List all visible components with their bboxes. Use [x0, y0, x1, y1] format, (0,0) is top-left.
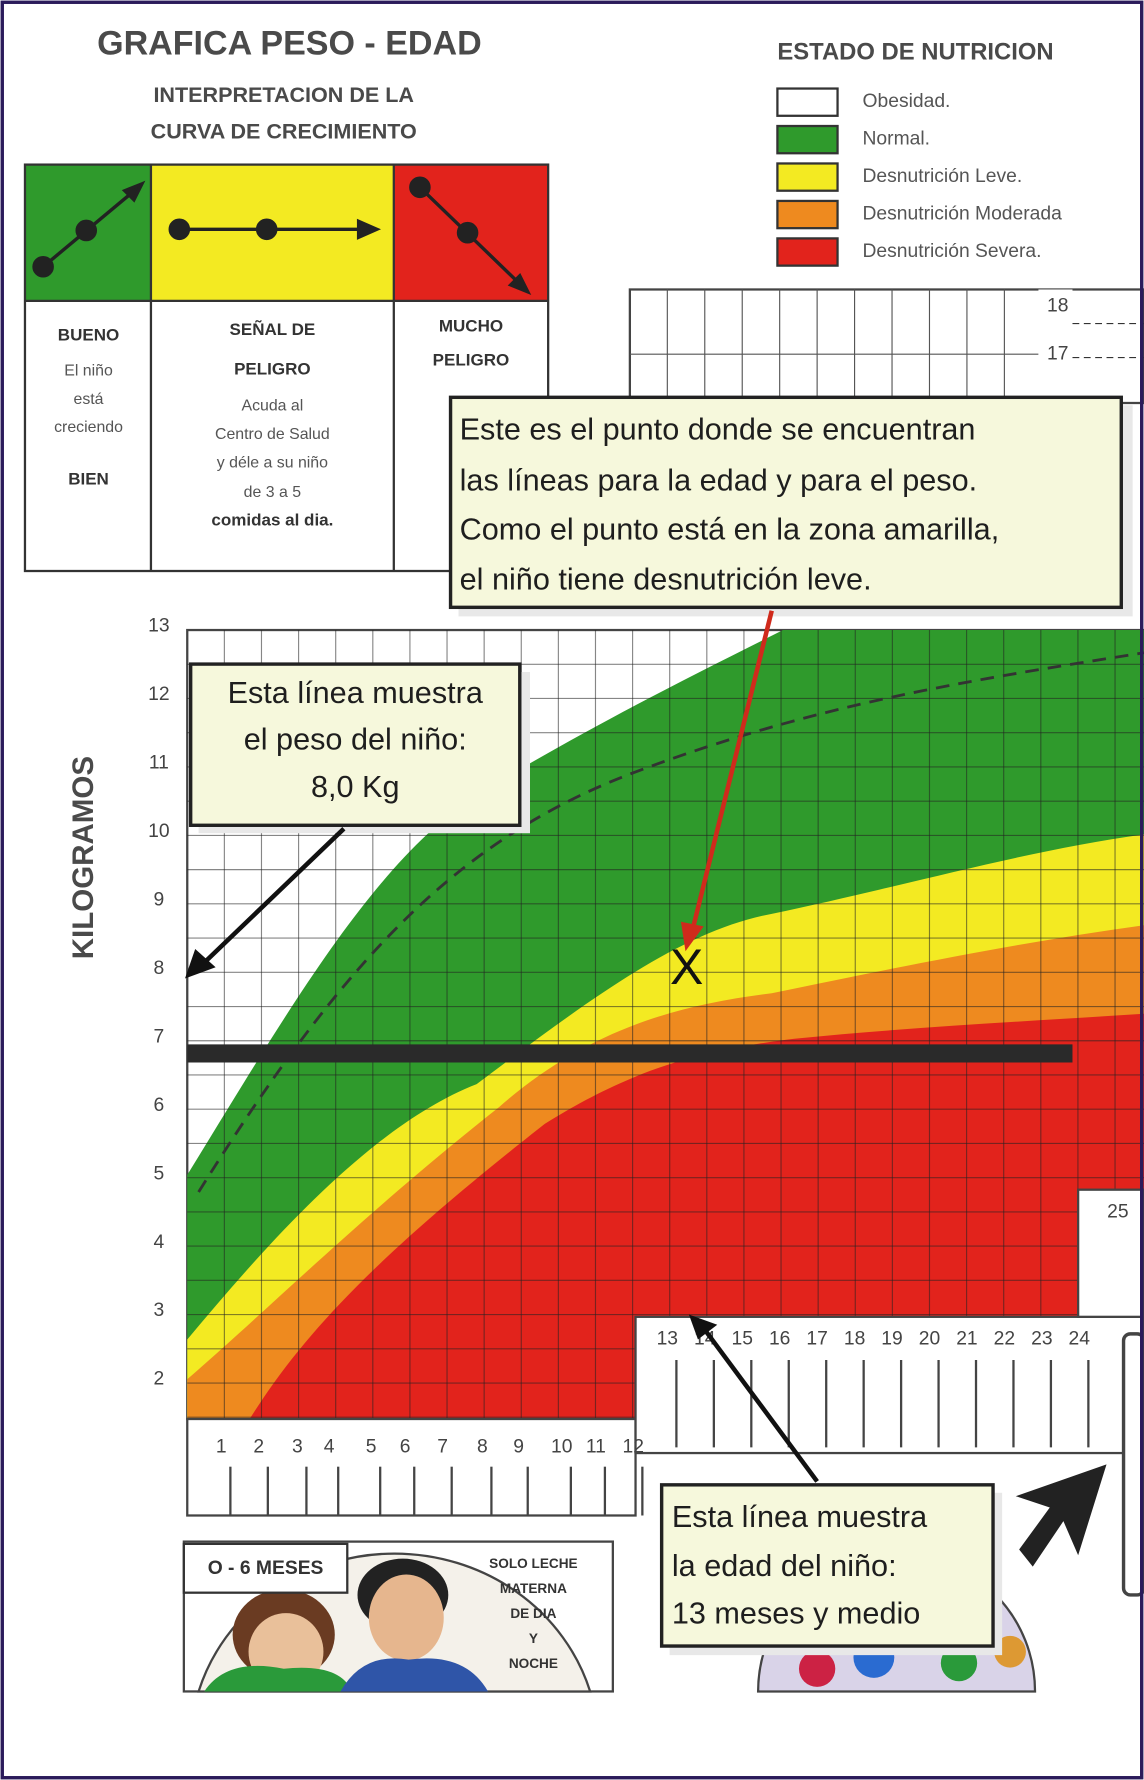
scale-label: 25 [1107, 1201, 1128, 1222]
badge: O - 6 MESES [208, 1558, 324, 1579]
callout-text: el niño tiene desnutrición leve. [460, 562, 872, 596]
age-tick-label: 11 [586, 1436, 606, 1457]
age-tick-label: 15 [731, 1329, 752, 1350]
note-text: DE DIA [510, 1606, 556, 1621]
callout-point [448, 395, 1123, 610]
y-tick-label: 13 [148, 616, 169, 637]
y-tick-label: 9 [154, 890, 165, 911]
cell-text: de 3 a 5 [244, 484, 302, 501]
subtitle: CURVA DE CRECIMIENTO [151, 119, 417, 144]
age-tick-label: 10 [551, 1436, 572, 1457]
y-tick-label: 2 [154, 1369, 165, 1390]
callout-text: las líneas para la edad y para el peso. [460, 464, 977, 498]
callout-age [659, 1483, 995, 1648]
title: GRAFICA PESO - EDAD [97, 24, 482, 62]
age-tick-label: 18 [844, 1329, 865, 1350]
y-tick-label: 11 [149, 753, 169, 774]
age-tick-label: 4 [324, 1436, 335, 1457]
age-tick-label: 12 [623, 1436, 644, 1457]
callout-text: Este es el punto donde se encuentran [460, 412, 976, 446]
note-text: MATERNA [500, 1581, 567, 1596]
note-text: NOCHE [509, 1656, 558, 1671]
callout-text: 8,0 Kg [311, 770, 400, 804]
age-ruler [186, 1417, 637, 1517]
age-tick-label: 3 [292, 1436, 303, 1457]
subtitle: INTERPRETACION DE LA [153, 82, 414, 107]
cell-text: PELIGRO [433, 350, 510, 369]
age-tick-label: 2 [253, 1436, 264, 1457]
legend-swatch [776, 124, 839, 155]
grid [187, 630, 1144, 1420]
callout-text: Como el punto está en la zona amarilla, [460, 512, 1000, 546]
callout-weight [188, 662, 522, 827]
arrows [184, 610, 819, 1483]
legend-swatch [776, 162, 839, 192]
cell-text: comidas al dia. [211, 511, 333, 530]
legend-swatch [776, 87, 839, 117]
legend-title: ESTADO DE NUTRICION [777, 39, 1053, 66]
cell-text: SEÑAL DE [230, 319, 316, 339]
cell-text: y déle a su niño [217, 454, 328, 471]
age-tick-label: 23 [1031, 1329, 1052, 1350]
y-tick-label: 4 [154, 1232, 165, 1253]
cell-text: está [74, 391, 104, 408]
age-tick-label: 9 [513, 1436, 524, 1457]
legend: ESTADO DE NUTRICION Obesidad. Normal. Desn… [776, 39, 1063, 267]
cell-text: MUCHO [439, 316, 503, 335]
age-tick-label: 19 [881, 1329, 902, 1350]
y-tick-label: 3 [154, 1300, 165, 1321]
legend-label: Desnutrición Moderada [863, 204, 1063, 225]
y-tick-label: 12 [148, 684, 169, 705]
age-tick-label: 6 [400, 1436, 411, 1457]
trend-icons [32, 176, 532, 295]
median-line [197, 651, 1144, 1193]
age-tick-label: 20 [919, 1329, 940, 1350]
callout-text: Esta línea muestra [228, 676, 484, 710]
note-text: Y [529, 1631, 538, 1646]
side-scale [1077, 1188, 1144, 1318]
callout-text: 13 meses y medio [672, 1596, 920, 1630]
age-tick-label: 22 [994, 1329, 1015, 1350]
legend-label: Desnutrición Leve. [863, 166, 1023, 187]
age-tick-label: 1 [216, 1436, 227, 1457]
y-tick-label: 5 [154, 1163, 165, 1184]
age-tick-label: 24 [1069, 1329, 1091, 1350]
age-tick-label: 7 [437, 1436, 448, 1457]
age-tick-label: 5 [366, 1436, 377, 1457]
cell-text: BIEN [68, 470, 109, 489]
legend-swatch [776, 237, 839, 267]
age-tick-label: 17 [806, 1329, 827, 1350]
legend-label: Normal. [863, 129, 930, 150]
scale-label: 17 [1047, 343, 1068, 364]
cell-text: PELIGRO [234, 360, 311, 379]
callout-text: la edad del niño: [672, 1549, 897, 1583]
legend-label: Desnutrición Severa. [863, 241, 1042, 262]
age-ruler [634, 1315, 1144, 1455]
note-text: SOLO LECHE [489, 1556, 577, 1571]
cell-text: BUENO [58, 326, 119, 345]
y-tick-label: 6 [154, 1095, 165, 1116]
y-tick-label: 10 [148, 821, 169, 842]
age-tick-label: 21 [956, 1329, 977, 1350]
cell-text: creciendo [54, 419, 123, 436]
cell-text: El niño [64, 362, 113, 379]
interpretation-table: BUENO El niño está creciendo BIEN SEÑAL … [23, 163, 550, 573]
table-border [23, 163, 550, 573]
callout-text: Esta línea muestra [672, 1500, 928, 1534]
y-tick-label: 7 [154, 1026, 165, 1047]
cell-text: Acuda al [241, 398, 303, 415]
legend-swatch [776, 199, 839, 230]
cell-text: Centro de Salud [215, 426, 330, 443]
legend-label: Obesidad. [863, 91, 951, 112]
y-axis-label: KILOGRAMOS [67, 756, 100, 959]
y-tick-label: 8 [154, 958, 165, 979]
scale-label: 18 [1047, 296, 1068, 317]
callout-text: el peso del niño: [244, 722, 467, 756]
age-tick-label: 16 [769, 1329, 790, 1350]
age-tick-label: 13 [657, 1329, 678, 1350]
age-tick-label: 8 [477, 1436, 488, 1457]
